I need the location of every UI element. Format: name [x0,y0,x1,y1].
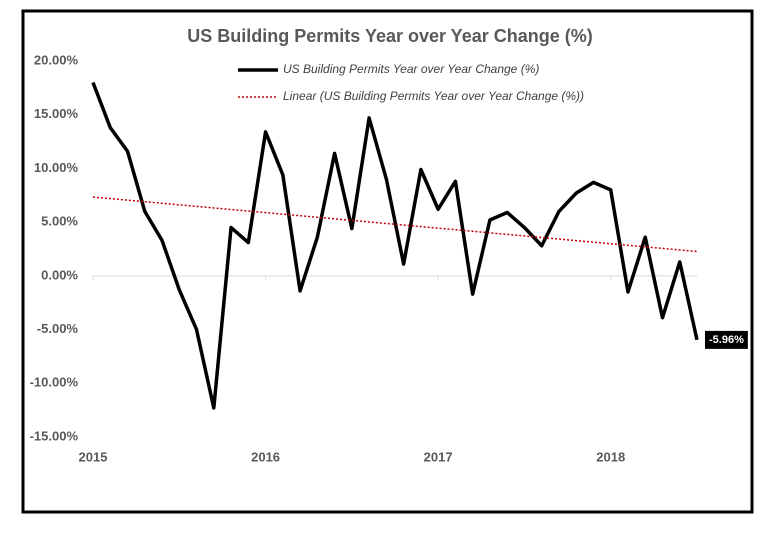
y-tick-label: 20.00% [34,52,79,67]
x-tick-label: 2016 [251,449,280,464]
y-tick-label: -5.00% [37,321,79,336]
legend-label: Linear (US Building Permits Year over Ye… [283,89,584,103]
chart-frame [21,9,754,514]
x-tick-label: 2017 [424,449,453,464]
trend-line [92,196,698,253]
y-tick-label: 15.00% [34,106,79,121]
data-line [91,81,699,410]
chart-title: US Building Permits Year over Year Chang… [187,26,592,46]
x-tick-label: 2018 [596,449,625,464]
y-tick-label: 10.00% [34,160,79,175]
x-tick-label: 2015 [79,449,108,464]
y-tick-label: -10.00% [30,375,79,390]
legend-label: US Building Permits Year over Year Chang… [283,62,539,76]
data-label: -5.96% [709,334,744,346]
y-tick-label: 0.00% [41,267,78,282]
y-tick-label: -15.00% [30,428,79,443]
data-label-bg [705,330,748,349]
y-tick-label: 5.00% [41,214,78,229]
